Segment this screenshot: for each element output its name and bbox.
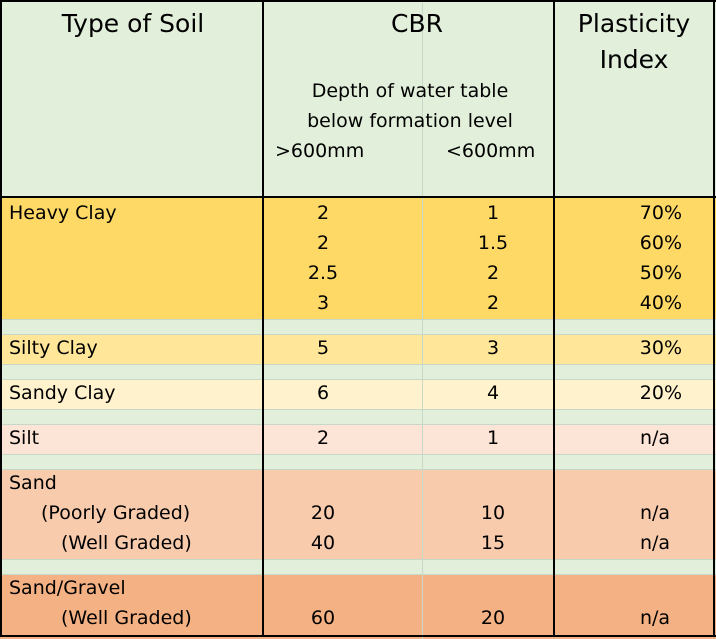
header-band bbox=[0, 0, 716, 197]
header-cbr: CBR bbox=[391, 9, 443, 38]
cbr-lt600: 4 bbox=[486, 382, 500, 404]
header-depth-line1: Depth of water table bbox=[311, 80, 509, 102]
soil-label: Sand bbox=[9, 472, 57, 494]
soil-label: Silty Clay bbox=[9, 337, 98, 359]
cbr-gt600: 20 bbox=[310, 502, 336, 524]
header-pi-line2: Index bbox=[599, 45, 669, 74]
plasticity-index: 70% bbox=[639, 202, 682, 224]
top-border bbox=[0, 0, 716, 2]
header-bottom-border bbox=[0, 196, 716, 198]
col-divider-2 bbox=[553, 0, 555, 637]
soil-label: Silt bbox=[9, 427, 40, 449]
cbr-lt600: 1.5 bbox=[477, 232, 509, 254]
soil-label: Sand/Gravel bbox=[9, 577, 126, 599]
gridline bbox=[0, 364, 716, 365]
plasticity-index: n/a bbox=[639, 607, 671, 629]
gap-band bbox=[0, 319, 716, 334]
heavy-clay-band bbox=[0, 197, 716, 319]
gridline bbox=[422, 0, 423, 639]
gridline bbox=[0, 334, 716, 335]
plasticity-index: n/a bbox=[639, 502, 671, 524]
gap-band bbox=[0, 364, 716, 379]
cbr-lt600: 2 bbox=[486, 262, 500, 284]
cbr-gt600: 2.5 bbox=[307, 262, 339, 284]
header-pi-line1: Plasticity bbox=[577, 9, 691, 38]
gridline bbox=[0, 379, 716, 380]
silty-clay-band bbox=[0, 334, 716, 364]
plasticity-index: 60% bbox=[639, 232, 682, 254]
header-lt600: <600mm bbox=[446, 140, 536, 162]
right-border bbox=[713, 0, 715, 637]
header-depth-line2: below formation level bbox=[307, 110, 513, 132]
cbr-gt600: 3 bbox=[316, 292, 330, 314]
cbr-gt600: 40 bbox=[310, 532, 336, 554]
left-border bbox=[0, 0, 2, 637]
gridline bbox=[0, 574, 716, 575]
cbr-gt600: 6 bbox=[316, 382, 330, 404]
cbr-gt600: 2 bbox=[316, 232, 330, 254]
cbr-lt600: 10 bbox=[480, 502, 506, 524]
cbr-gt600: 2 bbox=[316, 427, 330, 449]
gridline bbox=[0, 319, 716, 320]
sand-gravel-band bbox=[0, 574, 716, 639]
soil-sublabel: (Poorly Graded) bbox=[41, 502, 191, 524]
soil-sublabel: (Well Graded) bbox=[61, 532, 192, 554]
cbr-lt600: 15 bbox=[480, 532, 506, 554]
gridline bbox=[0, 409, 716, 410]
plasticity-index: n/a bbox=[639, 532, 671, 554]
silt-band bbox=[0, 424, 716, 454]
bottom-border bbox=[0, 635, 716, 637]
plasticity-index: n/a bbox=[639, 427, 671, 449]
col-divider-1 bbox=[262, 0, 264, 637]
gridline bbox=[0, 424, 716, 425]
cbr-lt600: 20 bbox=[480, 607, 506, 629]
plasticity-index: 40% bbox=[639, 292, 682, 314]
gap-band bbox=[0, 409, 716, 424]
plasticity-index: 20% bbox=[639, 382, 682, 404]
sand-band bbox=[0, 469, 716, 559]
cbr-lt600: 2 bbox=[486, 292, 500, 314]
header-soil: Type of Soil bbox=[61, 9, 205, 38]
cbr-lt600: 3 bbox=[486, 337, 500, 359]
soil-label: Heavy Clay bbox=[9, 202, 117, 224]
cbr-lt600: 1 bbox=[486, 202, 500, 224]
cbr-gt600: 2 bbox=[316, 202, 330, 224]
header-gt600: >600mm bbox=[275, 140, 365, 162]
gridline bbox=[0, 454, 716, 455]
plasticity-index: 50% bbox=[639, 262, 682, 284]
gridline bbox=[0, 469, 716, 470]
soil-sublabel: (Well Graded) bbox=[61, 607, 192, 629]
cbr-gt600: 60 bbox=[310, 607, 336, 629]
gap-band bbox=[0, 559, 716, 574]
cbr-lt600: 1 bbox=[486, 427, 500, 449]
gridline bbox=[0, 559, 716, 560]
soil-label: Sandy Clay bbox=[9, 382, 116, 404]
sandy-clay-band bbox=[0, 379, 716, 409]
plasticity-index: 30% bbox=[639, 337, 682, 359]
cbr-gt600: 5 bbox=[316, 337, 330, 359]
gap-band bbox=[0, 454, 716, 469]
